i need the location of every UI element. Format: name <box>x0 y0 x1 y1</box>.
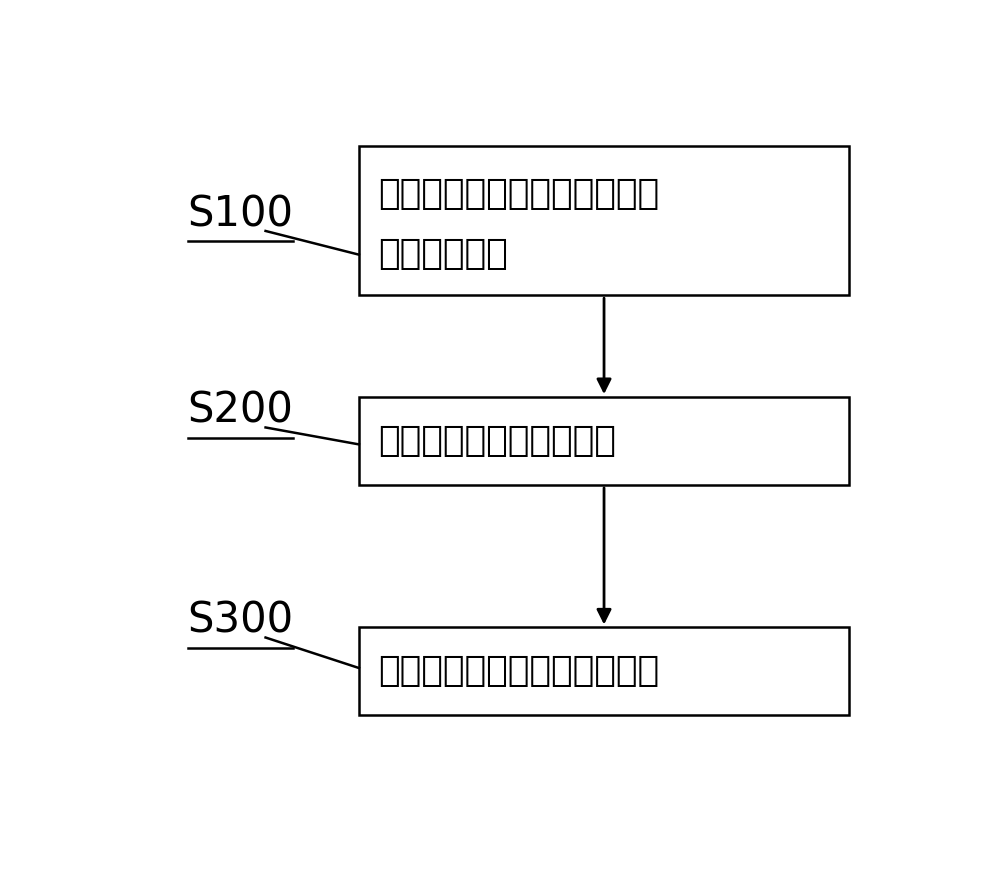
Text: 下输出液压能: 下输出液压能 <box>378 237 508 270</box>
Text: S100: S100 <box>188 193 294 235</box>
Bar <box>359 627 849 715</box>
Text: 使所述液压泵在原动机的驱动: 使所述液压泵在原动机的驱动 <box>378 177 659 211</box>
Text: 检测压力并获取中间参数: 检测压力并获取中间参数 <box>378 424 616 458</box>
Text: S300: S300 <box>188 599 294 642</box>
Text: S200: S200 <box>188 390 293 431</box>
Bar <box>359 146 849 296</box>
Bar <box>359 397 849 485</box>
Text: 获取排量控制机构的特性参数: 获取排量控制机构的特性参数 <box>378 655 659 688</box>
